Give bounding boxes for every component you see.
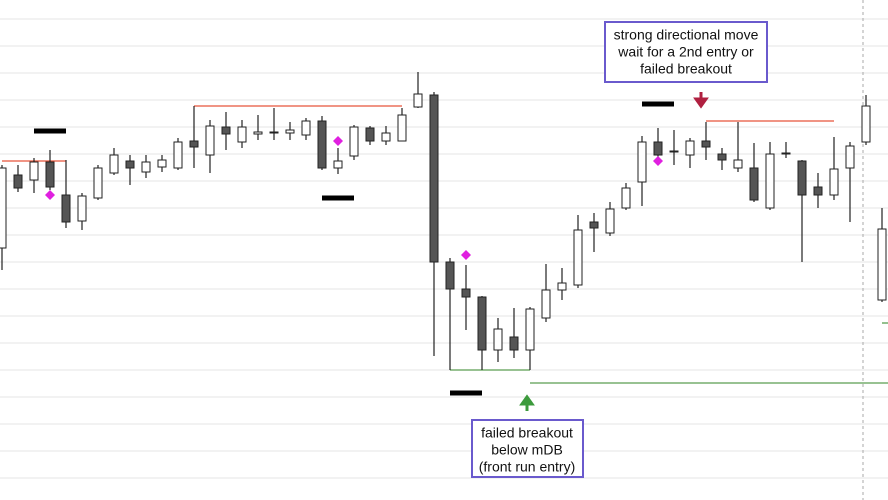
candle-body <box>797 160 807 196</box>
candle-body <box>429 94 439 263</box>
candle-body <box>685 140 695 156</box>
annotation-text: failed breakout <box>640 61 732 77</box>
down-arrow <box>693 92 709 109</box>
candle-body <box>237 126 247 143</box>
signal-bar <box>642 101 674 107</box>
candle-body <box>669 150 679 153</box>
candle-body <box>573 229 583 286</box>
candle-body <box>717 153 727 161</box>
candle-body <box>621 187 631 209</box>
candle-body <box>13 174 23 189</box>
candle-body <box>861 105 871 143</box>
candle-body <box>509 336 519 351</box>
candle-body <box>381 132 391 142</box>
candle-body <box>461 288 471 298</box>
candle-body <box>269 131 279 134</box>
candle-body <box>397 114 407 142</box>
candle-body <box>765 153 775 209</box>
signal-bar <box>322 195 354 201</box>
candle-body <box>61 194 71 223</box>
annotation-text: failed breakout <box>481 425 573 441</box>
candle-body <box>413 93 423 108</box>
candle-body <box>349 126 359 157</box>
candle-body <box>0 167 7 249</box>
signal-diamond <box>653 156 663 166</box>
candle-body <box>189 140 199 148</box>
candle-body <box>845 145 855 169</box>
candle-body <box>221 126 231 135</box>
candle-body <box>557 282 567 291</box>
candle-body <box>829 168 839 196</box>
signal-diamond <box>333 136 343 146</box>
candle-body <box>749 167 759 201</box>
candle-body <box>301 120 311 136</box>
candle-body <box>333 160 343 169</box>
plot <box>0 72 888 396</box>
candle-body <box>477 296 487 351</box>
candle-body <box>29 161 39 181</box>
candle-body <box>141 161 151 173</box>
candle-body <box>365 127 375 142</box>
annotation-text: strong directional move <box>614 27 759 43</box>
candle-body <box>525 308 535 351</box>
signal-bar <box>450 390 482 396</box>
signal-diamond <box>461 250 471 260</box>
annotation-text: wait for a 2nd entry or <box>617 44 754 60</box>
candle-body <box>317 120 327 169</box>
annotation-text: (front run entry) <box>479 459 575 475</box>
candle-body <box>781 152 791 155</box>
candle-body <box>93 167 103 199</box>
annotation-box <box>604 21 768 83</box>
candle-body <box>813 186 823 196</box>
grid <box>0 18 888 479</box>
candle-body <box>733 159 743 169</box>
candle-body <box>157 159 167 168</box>
candle-body <box>877 228 887 301</box>
candle-body <box>45 161 55 188</box>
candle-body <box>589 221 599 229</box>
candle-body <box>605 208 615 234</box>
signal-bar <box>34 128 66 134</box>
candle-body <box>445 261 455 290</box>
annotation-box <box>471 419 584 478</box>
candle-body <box>701 140 711 148</box>
up-arrow <box>519 394 535 411</box>
candle-body <box>541 289 551 319</box>
candle-body <box>205 125 215 156</box>
candle-body <box>109 154 119 174</box>
candle-body <box>125 160 135 169</box>
candle-body <box>653 141 663 156</box>
signal-diamond <box>45 190 55 200</box>
candle-body <box>285 129 295 134</box>
candle-body <box>637 141 647 183</box>
candle-body <box>77 195 87 222</box>
candle-body <box>173 141 183 169</box>
candle-body <box>253 131 263 135</box>
candle-body <box>493 328 503 351</box>
annotation-text: below mDB <box>491 442 563 458</box>
